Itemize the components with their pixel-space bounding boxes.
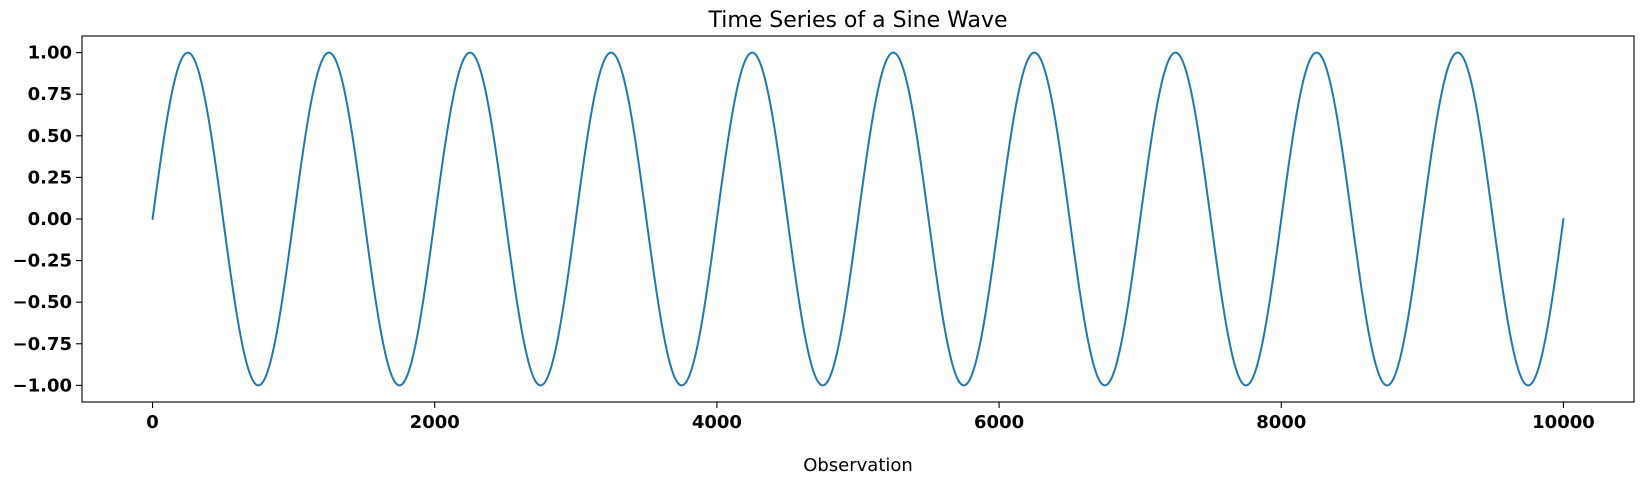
y-tick-label: 0.25 — [28, 167, 72, 188]
series-line-sine — [151, 51, 1565, 387]
chart-title: Time Series of a Sine Wave — [707, 8, 1007, 33]
x-tick-label: 0 — [146, 412, 159, 433]
y-tick-label: −1.00 — [13, 375, 73, 396]
y-tick-label: −0.25 — [13, 251, 73, 272]
x-tick-label: 6000 — [974, 412, 1024, 433]
y-tick-label: 0.00 — [28, 209, 72, 230]
y-tick-label: 0.50 — [28, 126, 72, 147]
x-tick-label: 4000 — [692, 412, 742, 433]
y-tick-label: 0.75 — [28, 84, 72, 105]
plot-area — [81, 35, 1635, 403]
x-tick-label: 10000 — [1532, 412, 1595, 433]
y-tick-label: −0.75 — [13, 334, 73, 355]
x-tick-label: 2000 — [410, 412, 460, 433]
y-tick-label: −0.50 — [13, 292, 73, 313]
x-tick-label: 8000 — [1256, 412, 1306, 433]
x-axis-label: Observation — [803, 455, 913, 476]
y-tick-label: 1.00 — [28, 43, 72, 64]
x-axis-ticks: 0 2000 4000 6000 8000 10000 — [146, 402, 1595, 433]
y-axis-ticks: 1.00 0.75 0.50 0.25 0.00 −0.25 −0.50 −0.75 −1.00 — [13, 43, 82, 396]
